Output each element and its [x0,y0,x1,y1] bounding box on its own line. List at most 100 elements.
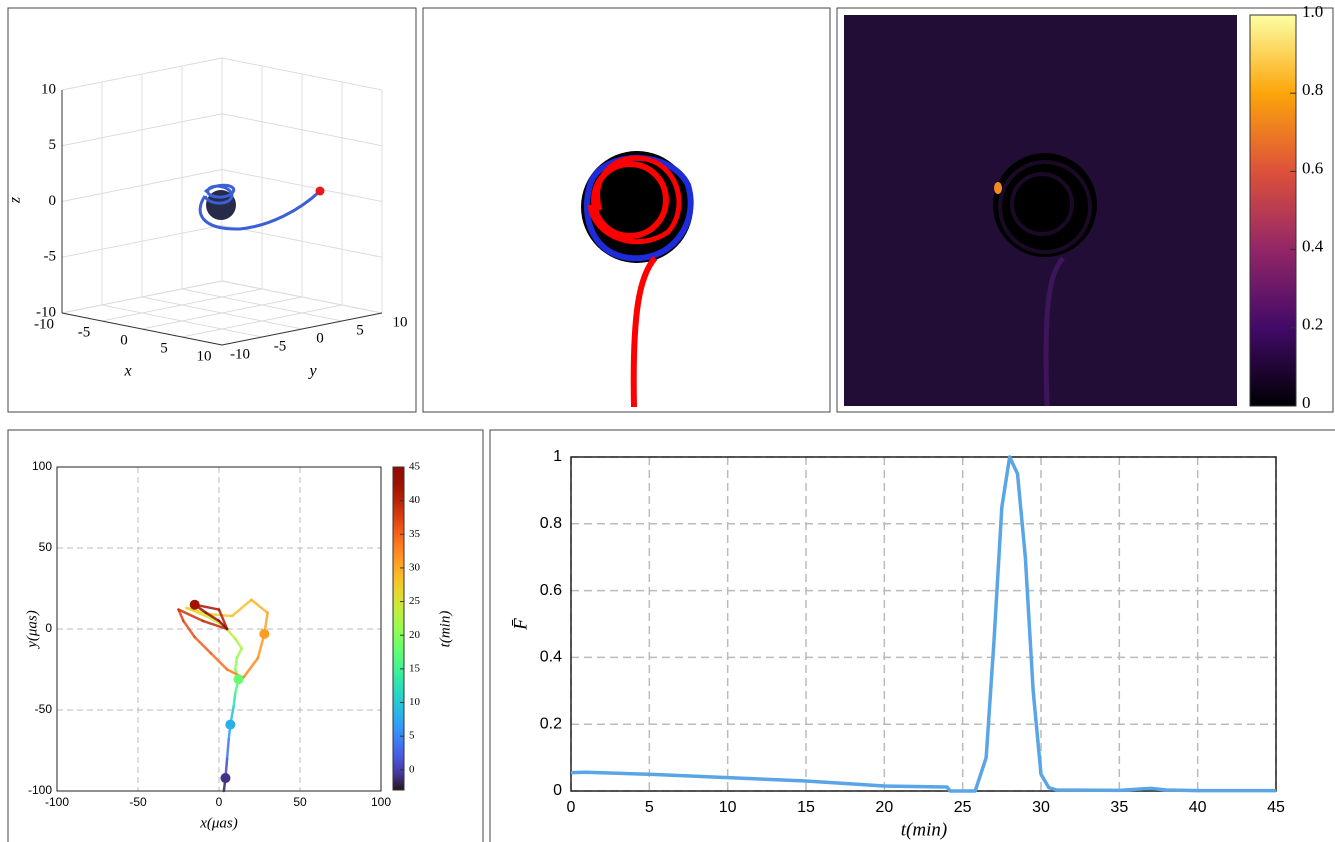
y-tick-label: 0 [553,782,562,799]
image-intensity [844,14,1297,407]
y-axis-label: F̄ [510,618,531,631]
star [315,186,325,196]
flux-line [570,455,1276,793]
y-tick-label: 0 [316,330,324,346]
image-rays [581,151,694,408]
y-tick-label: 1 [553,448,562,465]
x-axis-label: x [123,363,131,380]
tail [1043,256,1065,407]
colorbar-tick-label: 30 [409,561,421,573]
red-ring [587,155,682,245]
y-tick-label: 0 [45,621,52,635]
x-tick-label: 100 [371,795,391,809]
orbit [198,189,322,231]
x-tick-label: 35 [1110,799,1128,816]
colorbar-label: t(min) [437,611,453,648]
z-tick-label: 5 [49,137,57,153]
trajectory-segment [230,598,253,618]
grid-line [61,57,223,91]
y-tick-label: -5 [274,338,287,354]
y-tick-label: 0.6 [540,582,562,599]
colorbar-tick-label: 0.4 [1302,237,1324,256]
colorbar-tick-label: 0.2 [1302,315,1323,334]
trajectory-segment [217,608,229,631]
x-axis-label: x(μas) [199,815,238,831]
y-tick-label: -100 [28,783,52,797]
grid-line [221,57,383,91]
y-axis-label: y [307,363,317,380]
grid-line [221,280,383,314]
trajectory-segment [177,608,205,623]
colorbar-tick-label: 45 [409,461,421,473]
x-tick-label: -50 [129,795,147,809]
panel-frame [7,7,417,413]
z-axis-label: z [7,196,24,204]
axis-line [221,312,383,346]
ring [998,160,1092,254]
y-tick-label: -50 [35,702,53,716]
x-tick-label: 10 [719,799,737,816]
x-tick-label: 0 [567,799,576,816]
y-tick-label: 5 [356,322,364,338]
marker [189,599,200,610]
panel-frame [7,429,484,842]
y-tick-label: 50 [39,540,53,554]
y-tick-label: 0.8 [540,515,562,532]
y-tick-label: 100 [32,459,52,473]
colorbar-tick-label: 1.0 [1302,2,1323,21]
grid-line [181,288,343,322]
shadow [993,153,1097,257]
colorbar-tick-label: 40 [409,494,421,506]
red-ring [591,161,669,239]
ring [1010,172,1074,236]
y-tick-label: 0.2 [540,715,562,732]
axes-frame [56,466,382,792]
panel-frame [489,429,1335,842]
y-tick-label: 0.4 [540,649,562,666]
axes-frame [570,456,1277,792]
x-tick-label: 0 [216,795,223,809]
x-tick-label: -100 [45,795,69,809]
x-tick-label: 0 [120,332,128,348]
z-tick-label: 10 [41,81,56,97]
plot-3d: -10 -5 0 5 10 -10 -5 0 5 10 -10 -5 0 5 10 x y z [7,57,408,380]
x-tick-label: -5 [78,324,91,340]
colorbar-tick-label: 5 [409,730,415,742]
x-tick-label: 15 [797,799,815,816]
trajectory-segment [242,656,260,679]
z-tick-label: 0 [49,193,57,209]
grid-line [141,296,303,330]
colorbar-tick-label: 0.6 [1302,158,1323,177]
trajectory-segment [235,647,243,660]
z-tick-label: -10 [36,304,56,320]
x-tick-label: 30 [1032,799,1050,816]
x-tick-label: 5 [160,340,168,356]
grid-line [61,169,223,202]
x-tick-label: 25 [954,799,972,816]
grid-line [221,113,383,147]
y-tick-label: -10 [230,346,250,362]
grid-line [101,304,263,338]
z-tick-label: -5 [44,249,57,265]
marker [225,719,236,730]
x-tick-label: 50 [293,795,307,809]
x-tick-label: 40 [1189,799,1207,816]
trajectory-segment [201,619,229,631]
red-tail [630,256,658,408]
axis-line [61,312,223,346]
colorbar-tick-label: 35 [409,528,421,540]
trajectory-segment [233,656,239,671]
colorbar-tick-label: 0 [1302,393,1311,412]
colorbar-tick-label: 10 [409,696,421,708]
grid-line [221,169,383,202]
hotspot [994,182,1002,194]
colorbar-tick-label: 20 [409,629,421,641]
y-axis-label: y(μas) [24,610,40,650]
x-axis-label: t(min) [901,819,947,840]
marker [233,674,244,685]
colorbar [1249,14,1297,407]
x-tick-label: 20 [875,799,893,816]
trajectory-segment [217,619,229,631]
trajectory-3d [198,183,325,231]
